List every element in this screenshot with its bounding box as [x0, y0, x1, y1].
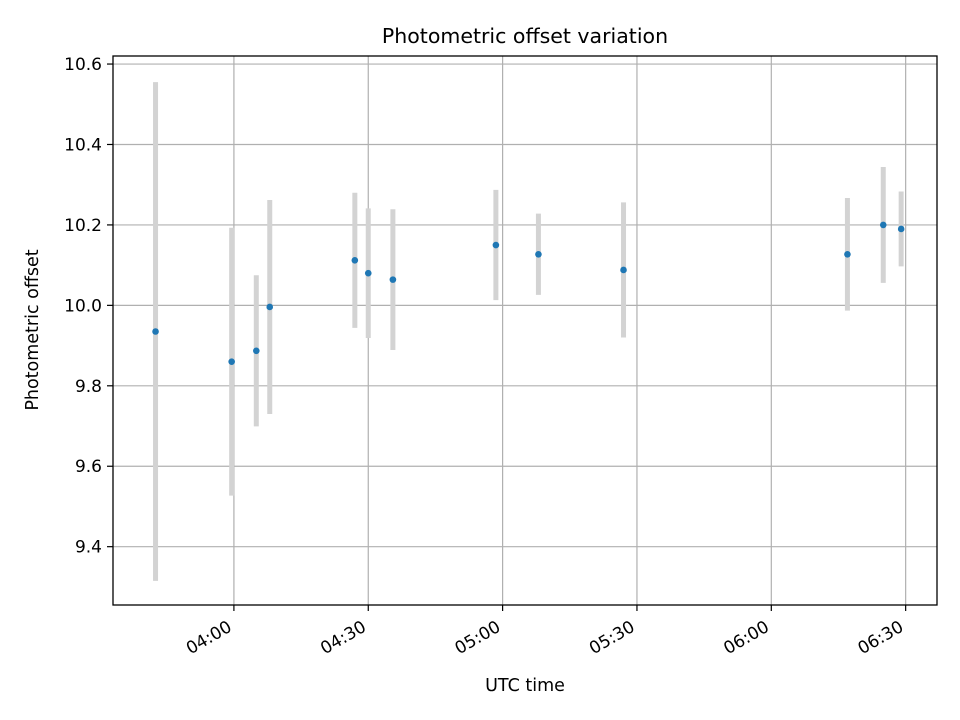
- data-point: [389, 276, 397, 283]
- y-tick-label: 9.4: [75, 538, 102, 558]
- data-point: [844, 250, 851, 258]
- y-axis-ticks: 9.4 9.6 9.8 10.0 10.2 10.4 10.6: [64, 55, 113, 558]
- data-point: [535, 250, 542, 258]
- data-point: [879, 221, 887, 229]
- y-tick-label: 10.6: [64, 55, 102, 75]
- x-axis-title: UTC time: [485, 676, 565, 696]
- plot-frame: [112, 55, 938, 606]
- data-point: [253, 347, 260, 355]
- y-tick-label: 10.4: [64, 135, 102, 155]
- data-point: [228, 358, 235, 365]
- data-point: [351, 257, 359, 264]
- y-tick-label: 10.0: [64, 296, 102, 316]
- y-tick-label: 10.2: [64, 216, 102, 236]
- chart-title: Photometric offset variation: [382, 24, 668, 48]
- data-point: [152, 328, 159, 335]
- y-axis-title: Photometric offset: [23, 249, 43, 410]
- data-point: [897, 225, 905, 233]
- data-points: [152, 221, 905, 365]
- data-point: [266, 303, 274, 311]
- data-point: [364, 269, 372, 277]
- y-tick-label: 9.8: [75, 377, 102, 397]
- grid: [113, 56, 937, 605]
- data-point: [620, 266, 627, 274]
- y-tick-label: 9.6: [75, 457, 102, 477]
- data-point: [492, 241, 500, 249]
